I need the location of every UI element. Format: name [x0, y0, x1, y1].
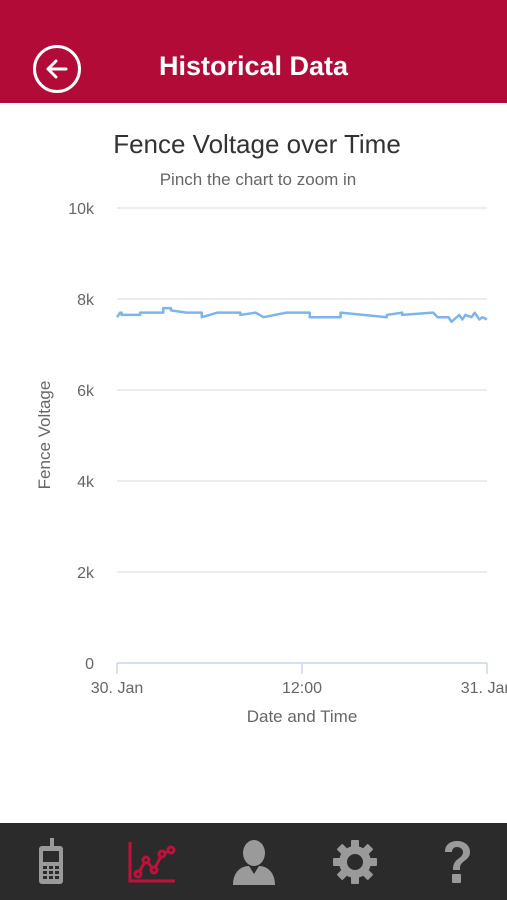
- y-tick-label: 2k: [77, 565, 95, 582]
- x-axis-title: Date and Time: [247, 707, 358, 726]
- phone-icon: [38, 837, 63, 884]
- series-line: [115, 306, 488, 323]
- tab-history[interactable]: [101, 823, 202, 900]
- tab-device[interactable]: [0, 823, 101, 900]
- chart-title: Fence Voltage over Time: [113, 129, 401, 159]
- page-title: Historical Data: [0, 51, 507, 82]
- gear-icon: [332, 839, 377, 884]
- y-tick-label: 4k: [77, 474, 95, 491]
- help-icon: [444, 840, 470, 883]
- back-button[interactable]: [33, 45, 81, 93]
- chart-canvas[interactable]: Fence Voltage over Time Pinch the chart t…: [0, 103, 507, 823]
- voltage-chart[interactable]: Fence Voltage over Time Pinch the chart t…: [0, 103, 507, 823]
- y-tick-label: 10k: [68, 201, 95, 218]
- tab-settings[interactable]: [304, 823, 405, 900]
- tab-help[interactable]: [406, 823, 507, 900]
- x-tick-label: 12:00: [282, 680, 322, 697]
- user-icon: [232, 839, 275, 885]
- page-title-text: Historical Data: [158, 51, 349, 81]
- x-tick-label: 31. Jan: [461, 680, 507, 697]
- header-bar: Historical Data: [0, 0, 507, 103]
- line-chart-icon: [128, 841, 175, 882]
- x-tick-label: 30. Jan: [91, 680, 143, 697]
- tab-account[interactable]: [203, 823, 304, 900]
- bottom-tab-bar: [0, 823, 507, 900]
- y-tick-label: 0: [85, 656, 94, 673]
- chart-subtitle: Pinch the chart to zoom in: [160, 170, 357, 189]
- y-tick-label: 6k: [77, 383, 95, 400]
- arrow-left-circle-icon: [46, 59, 68, 79]
- y-tick-label: 8k: [77, 292, 95, 309]
- y-axis-title: Fence Voltage: [35, 381, 54, 490]
